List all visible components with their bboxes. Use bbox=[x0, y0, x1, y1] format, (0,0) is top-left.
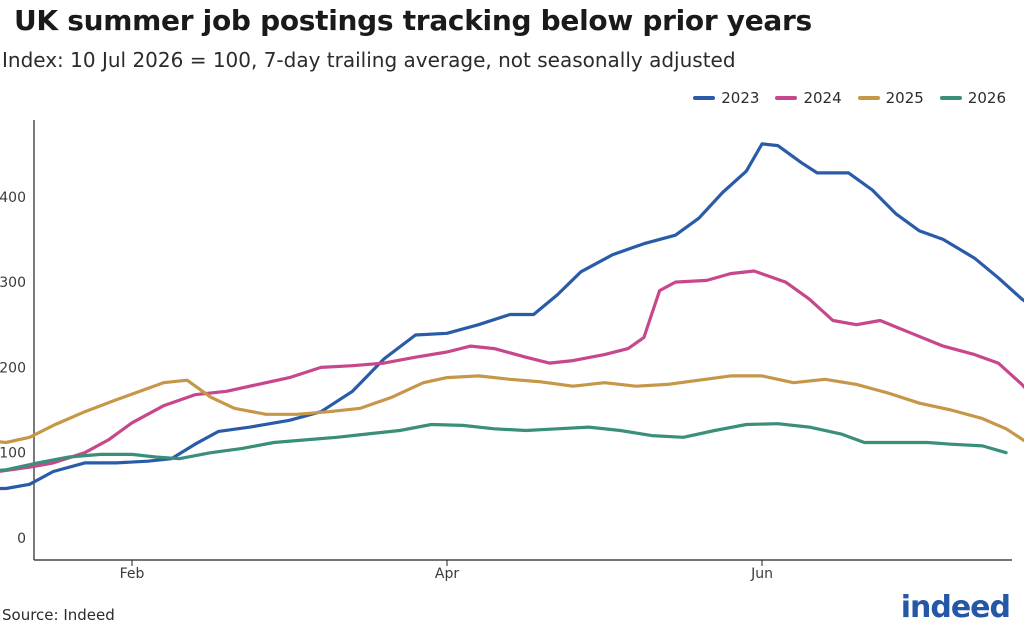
x-tick-label-jun: Jun bbox=[750, 566, 773, 582]
legend-item-2024: 2024 bbox=[775, 89, 842, 107]
y-tick-label-100: 100 bbox=[0, 446, 26, 462]
indeed-logo: indeed bbox=[900, 590, 1011, 625]
legend-swatch-2026 bbox=[939, 96, 962, 100]
legend-label-2025: 2025 bbox=[885, 89, 924, 107]
source-note: Source: Indeed bbox=[2, 606, 115, 624]
chart-legend: 2023 2024 2025 2026 bbox=[693, 89, 1006, 107]
x-tick-label-feb: Feb bbox=[120, 566, 145, 582]
y-tick-label-300: 300 bbox=[0, 275, 26, 291]
legend-swatch-2023 bbox=[693, 96, 716, 100]
legend-label-2026: 2026 bbox=[967, 89, 1006, 107]
series-line-2024 bbox=[0, 269, 1024, 473]
series-line-2026 bbox=[0, 422, 1008, 472]
y-tick-label-400: 400 bbox=[0, 190, 26, 206]
y-tick-label-0: 0 bbox=[17, 531, 26, 547]
y-tick-label-200: 200 bbox=[0, 360, 26, 376]
series-line-2025 bbox=[0, 374, 1024, 445]
legend-swatch-2025 bbox=[857, 96, 880, 100]
legend-label-2023: 2023 bbox=[721, 89, 760, 107]
x-tick-label-apr: Apr bbox=[435, 566, 459, 582]
legend-item-2023: 2023 bbox=[693, 89, 759, 107]
legend-item-2026: 2026 bbox=[939, 89, 1006, 107]
chart-title: UK summer job postings tracking below pr… bbox=[14, 4, 812, 37]
legend-label-2024: 2024 bbox=[803, 89, 842, 107]
chart-subtitle: Index: 10 Jul 2026 = 100, 7-day trailing… bbox=[2, 48, 736, 72]
legend-item-2025: 2025 bbox=[857, 89, 924, 107]
legend-swatch-2024 bbox=[775, 96, 798, 100]
